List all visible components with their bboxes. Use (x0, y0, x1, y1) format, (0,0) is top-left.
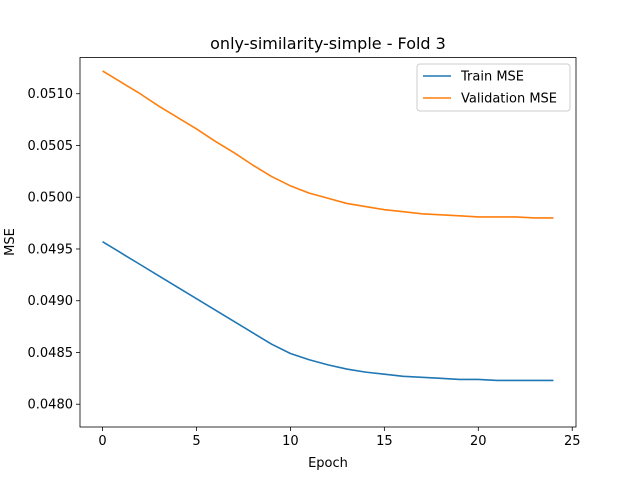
plot-frame (79, 57, 577, 428)
x-tick-label: 20 (470, 434, 487, 449)
y-axis: 0.0480 0.0485 0.0490 0.0495 0.0500 0.0505 0.05… (28, 87, 80, 413)
chart-title: only-similarity-simple - Fold 3 (210, 34, 446, 53)
series-line-0 (102, 241, 554, 382)
plot-lines (102, 70, 554, 382)
y-axis-label: MSE (3, 228, 18, 256)
x-axis-label: Epoch (308, 456, 348, 471)
x-tick-label: 0 (98, 434, 106, 449)
legend-box (416, 63, 571, 112)
y-tick-label: 0.0485 (28, 346, 74, 361)
series-line-1 (102, 70, 554, 219)
y-tick-label: 0.0490 (28, 294, 74, 309)
x-tick-label: 10 (282, 434, 299, 449)
y-tick-label: 0.0500 (28, 191, 74, 206)
legend: Train MSE Validation MSE (416, 63, 571, 112)
y-tick-label: 0.0510 (28, 87, 74, 102)
x-axis: 0 5 10 15 20 25 (98, 427, 581, 449)
legend-label: Validation MSE (461, 92, 557, 107)
y-tick-label: 0.0505 (28, 139, 74, 154)
x-tick-label: 15 (376, 434, 393, 449)
legend-label: Train MSE (460, 70, 524, 85)
y-tick-label: 0.0480 (28, 398, 74, 413)
y-tick-label: 0.0495 (28, 242, 74, 257)
x-tick-label: 5 (192, 434, 200, 449)
x-tick-label: 25 (564, 434, 581, 449)
